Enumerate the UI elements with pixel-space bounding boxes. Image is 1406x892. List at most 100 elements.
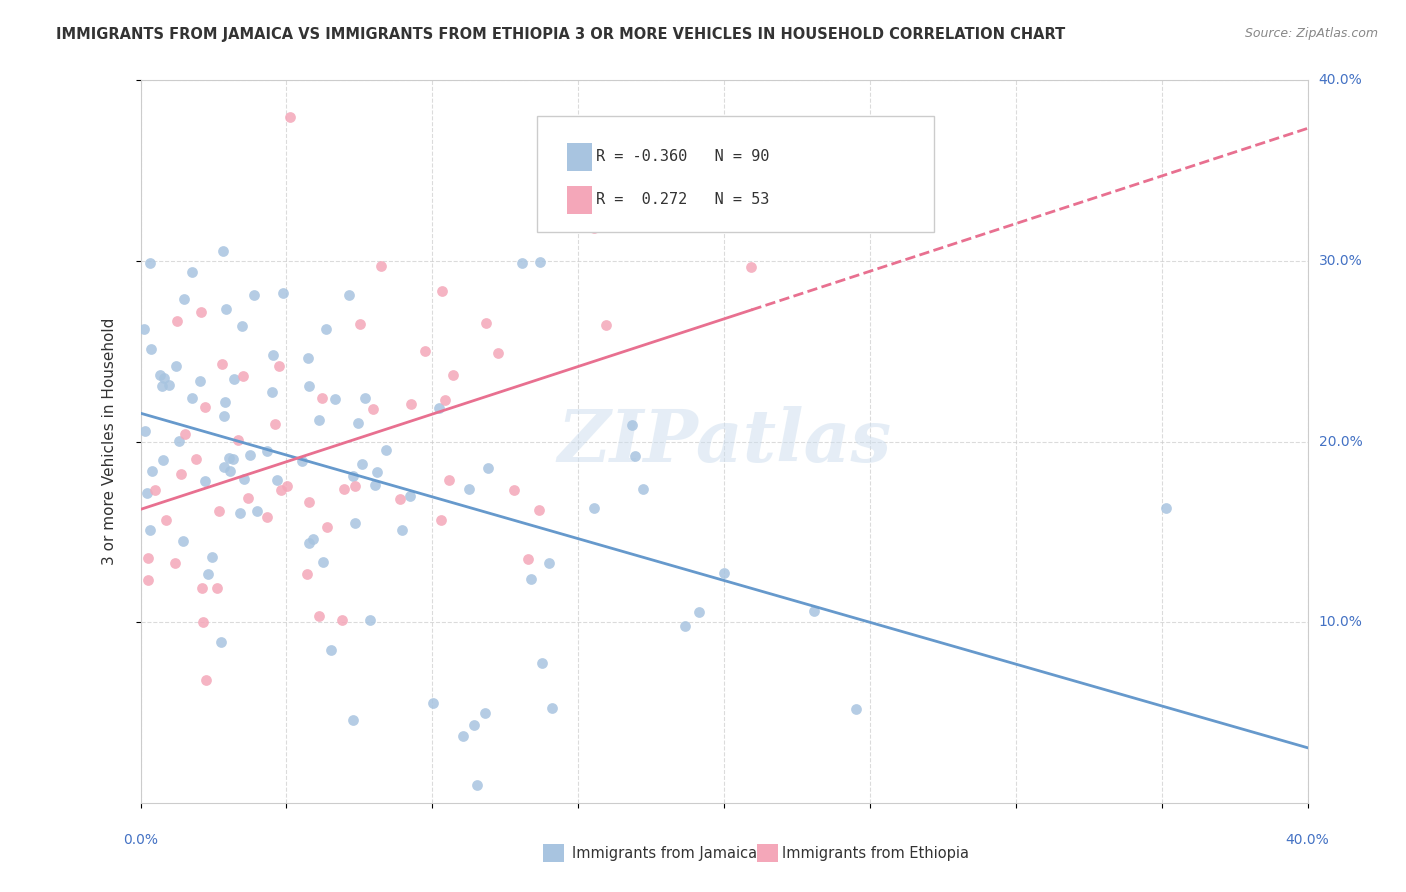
Text: Immigrants from Jamaica: Immigrants from Jamaica (572, 846, 758, 861)
Point (330, 613, 353, 627)
Point (212, 409, 235, 423)
Point (239, 448, 262, 462)
Point (150, 378, 173, 392)
FancyBboxPatch shape (537, 116, 934, 232)
Bar (543, 844, 564, 862)
Point (236, 491, 259, 505)
Point (422, 696, 444, 710)
Point (595, 318, 617, 332)
Point (430, 285, 453, 299)
Point (845, 701, 868, 715)
Point (413, 343, 436, 358)
Point (333, 482, 356, 496)
Point (139, 523, 162, 537)
Point (583, 501, 606, 516)
Point (165, 359, 187, 373)
Point (172, 533, 194, 548)
Point (354, 392, 377, 406)
Point (263, 417, 285, 431)
Point (266, 473, 288, 487)
Point (200, 549, 222, 564)
Point (311, 391, 333, 405)
Point (437, 474, 460, 488)
Text: R =  0.272   N = 53: R = 0.272 N = 53 (596, 192, 769, 207)
Point (312, 555, 335, 569)
Point (136, 573, 159, 587)
Point (624, 450, 647, 464)
Point (673, 619, 696, 633)
Point (152, 453, 174, 467)
Point (232, 473, 254, 487)
Point (319, 642, 342, 657)
Point (633, 482, 655, 496)
Point (457, 482, 479, 496)
Point (211, 244, 233, 259)
Point (620, 418, 643, 433)
Point (740, 260, 762, 274)
Point (364, 478, 387, 492)
Point (188, 374, 211, 388)
Point (190, 581, 212, 595)
Point (215, 301, 238, 316)
Point (152, 371, 174, 385)
Text: 40.0%: 40.0% (1319, 73, 1362, 87)
Point (441, 368, 464, 382)
Point (276, 479, 298, 493)
Point (583, 220, 606, 235)
Point (537, 556, 560, 570)
Point (221, 451, 243, 466)
Point (344, 516, 367, 530)
Point (520, 572, 543, 586)
Point (297, 535, 319, 549)
Point (529, 255, 551, 269)
Point (474, 706, 496, 721)
Y-axis label: 3 or more Vehicles in Household: 3 or more Vehicles in Household (103, 318, 117, 566)
Point (212, 460, 235, 475)
Point (167, 434, 190, 449)
Point (134, 424, 156, 438)
Point (713, 566, 735, 581)
Point (291, 453, 314, 467)
Point (803, 604, 825, 618)
Text: 30.0%: 30.0% (1319, 254, 1362, 268)
Point (232, 369, 254, 384)
Point (135, 486, 157, 500)
Point (688, 605, 710, 619)
Point (298, 378, 321, 392)
Point (190, 305, 212, 319)
Point (434, 393, 457, 408)
Point (173, 426, 195, 441)
Point (451, 729, 474, 743)
Point (527, 503, 550, 517)
Point (374, 442, 396, 457)
Point (349, 317, 371, 331)
Point (256, 443, 278, 458)
Point (214, 394, 236, 409)
Point (262, 348, 284, 362)
Point (267, 359, 290, 373)
Point (256, 510, 278, 524)
Point (186, 452, 208, 467)
Point (344, 478, 367, 492)
Text: 20.0%: 20.0% (1319, 434, 1362, 449)
Point (149, 368, 172, 383)
Point (224, 372, 246, 386)
Point (315, 519, 337, 533)
Point (475, 316, 498, 330)
Point (155, 513, 177, 527)
Point (143, 483, 166, 497)
Point (359, 613, 381, 627)
Point (391, 523, 413, 537)
Text: IMMIGRANTS FROM JAMAICA VS IMMIGRANTS FROM ETHIOPIA 3 OR MORE VEHICLES IN HOUSEH: IMMIGRANTS FROM JAMAICA VS IMMIGRANTS FR… (56, 27, 1066, 42)
Point (401, 397, 423, 411)
Point (194, 673, 217, 687)
Point (246, 504, 269, 518)
Point (170, 467, 193, 482)
Point (531, 656, 554, 670)
Point (541, 701, 564, 715)
Point (242, 288, 264, 302)
Point (465, 778, 488, 792)
Point (208, 504, 231, 518)
Bar (567, 186, 592, 214)
Text: Immigrants from Ethiopia: Immigrants from Ethiopia (783, 846, 970, 861)
